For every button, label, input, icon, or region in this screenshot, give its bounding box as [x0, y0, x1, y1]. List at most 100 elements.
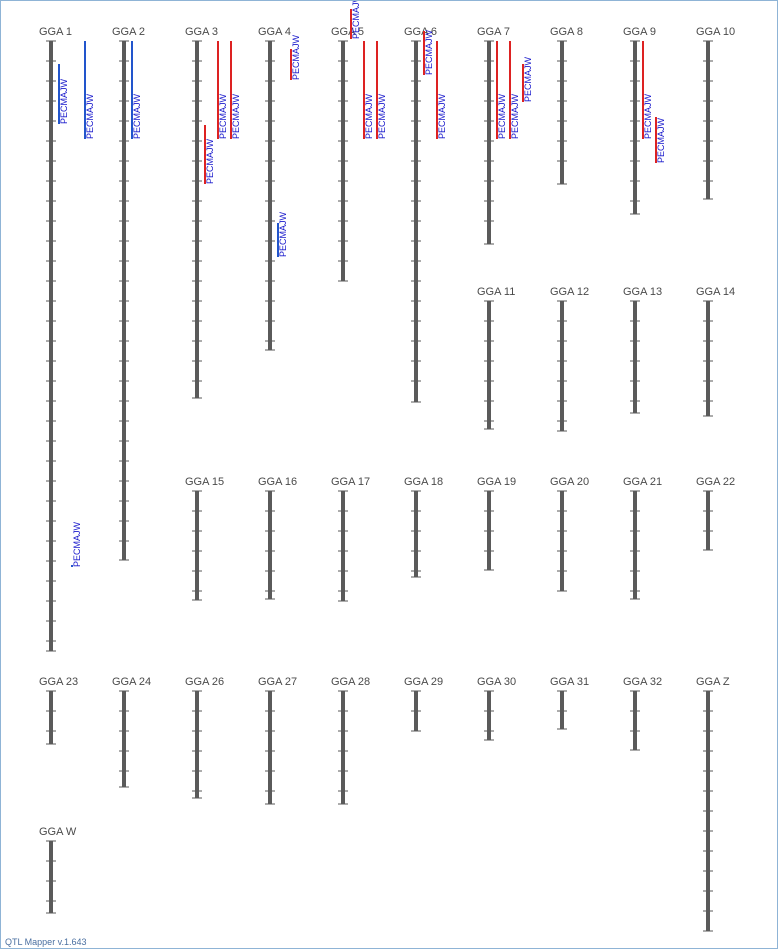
chromosome-label: GGA 29 — [404, 676, 443, 688]
chromosome-gga-24[interactable]: GGA 24 — [112, 676, 151, 788]
chromosome-label: GGA 6 — [404, 26, 437, 38]
chromosome-gga-4[interactable]: GGA 4 — [258, 26, 291, 351]
chromosome-bar — [560, 491, 564, 591]
qtl-label: PECMAJW — [523, 56, 533, 102]
qtl-interval[interactable]: PECMAJW — [655, 117, 666, 163]
qtl-label: PECMAJW — [510, 93, 520, 139]
chromosome-gga-13[interactable]: GGA 13 — [623, 286, 662, 414]
qtl-interval[interactable]: PECMAJW — [376, 41, 387, 139]
qtl-interval[interactable]: PECMAJW — [290, 34, 301, 80]
qtl-label: PECMAJW — [643, 93, 653, 139]
qtl-interval[interactable]: PECMAJW — [350, 1, 361, 39]
chromosome-gga-8[interactable]: GGA 8 — [550, 26, 583, 185]
qtl-interval[interactable]: PECMAJW — [71, 521, 82, 567]
chromosome-gga-10[interactable]: GGA 10 — [696, 26, 735, 200]
chromosome-gga-22[interactable]: GGA 22 — [696, 476, 735, 551]
chromosome-bar — [706, 301, 710, 416]
qtl-interval[interactable]: PECMAJW — [230, 41, 241, 139]
qtl-label: PECMAJW — [437, 93, 447, 139]
chromosome-gga-28[interactable]: GGA 28 — [331, 676, 370, 805]
chromosome-bar — [341, 691, 345, 804]
chromosome-gga-11[interactable]: GGA 11 — [477, 286, 515, 430]
chromosome-gga-9[interactable]: GGA 9 — [623, 26, 656, 215]
qtl-label: PECMAJW — [497, 93, 507, 139]
chromosome-bar — [560, 691, 564, 729]
chromosome-gga-15[interactable]: GGA 15 — [185, 476, 224, 601]
qtl-interval[interactable]: PECMAJW — [217, 41, 228, 139]
qtl-interval[interactable]: PECMAJW — [277, 211, 288, 257]
qtl-interval[interactable]: PECMAJW — [522, 56, 533, 102]
chromosome-bar — [487, 41, 491, 244]
chromosome-label: GGA 2 — [112, 26, 145, 38]
chromosome-bar — [560, 301, 564, 431]
qtl-interval[interactable]: PECMAJW — [363, 41, 374, 139]
qtl-interval[interactable]: PECMAJW — [496, 41, 507, 139]
chromosome-label: GGA 21 — [623, 476, 662, 488]
chromosome-gga-14[interactable]: GGA 14 — [696, 286, 735, 417]
chromosome-gga-20[interactable]: GGA 20 — [550, 476, 589, 592]
chromosome-label: GGA 31 — [550, 676, 589, 688]
chromosome-gga-31[interactable]: GGA 31 — [550, 676, 589, 730]
chromosome-label: GGA 3 — [185, 26, 218, 38]
chromosome-label: GGA 23 — [39, 676, 78, 688]
chromosome-label: GGA 17 — [331, 476, 370, 488]
qtl-interval[interactable]: PECMAJW — [423, 29, 434, 75]
chromosome-label: GGA 1 — [39, 26, 72, 38]
chromosome-gga-26[interactable]: GGA 26 — [185, 676, 224, 799]
chromosome-label: GGA W — [39, 826, 77, 838]
qtl-interval[interactable]: PECMAJW — [84, 41, 95, 139]
qtl-interval[interactable]: PECMAJW — [131, 41, 142, 139]
chromosome-bar — [49, 691, 53, 744]
qtl-label: PECMAJW — [351, 1, 361, 39]
chromosome-gga-19[interactable]: GGA 19 — [477, 476, 516, 571]
chromosome-label: GGA 13 — [623, 286, 662, 298]
chromosome-gga-12[interactable]: GGA 12 — [550, 286, 589, 432]
chromosome-gga-1[interactable]: GGA 1 — [39, 26, 72, 652]
qtl-interval[interactable]: PECMAJW — [642, 41, 653, 139]
chromosome-label: GGA 27 — [258, 676, 297, 688]
qtl-interval[interactable]: PECMAJW — [509, 41, 520, 139]
chromosome-gga-7[interactable]: GGA 7 — [477, 26, 510, 245]
chromosome-label: GGA 24 — [112, 676, 151, 688]
chromosome-label: GGA 14 — [696, 286, 735, 298]
qtl-label: PECMAJW — [72, 521, 82, 567]
qtl-label: PECMAJW — [377, 93, 387, 139]
chromosome-label: GGA 30 — [477, 676, 516, 688]
chromosome-bar — [122, 691, 126, 787]
chromosome-label: GGA 16 — [258, 476, 297, 488]
chromosome-gga-23[interactable]: GGA 23 — [39, 676, 78, 745]
qtl-label: PECMAJW — [231, 93, 241, 139]
chromosome-bar — [195, 41, 199, 398]
chromosome-gga-30[interactable]: GGA 30 — [477, 676, 516, 741]
qtl-label: PECMAJW — [218, 93, 228, 139]
chromosome-label: GGA 19 — [477, 476, 516, 488]
qtl-interval[interactable]: PECMAJW — [204, 125, 215, 184]
chromosome-bar — [487, 301, 491, 429]
chromosome-label: GGA Z — [696, 676, 730, 688]
chromosome-label: GGA 9 — [623, 26, 656, 38]
chromosome-label: GGA 32 — [623, 676, 662, 688]
qtl-interval[interactable]: PECMAJW — [436, 41, 447, 139]
chromosome-gga-27[interactable]: GGA 27 — [258, 676, 297, 805]
qtl-interval[interactable]: PECMAJW — [58, 64, 69, 124]
chromosome-gga-21[interactable]: GGA 21 — [623, 476, 662, 600]
chromosome-label: GGA 10 — [696, 26, 735, 38]
chromosome-bar — [195, 491, 199, 600]
chromosome-label: GGA 26 — [185, 676, 224, 688]
chromosome-gga-w[interactable]: GGA W — [39, 826, 77, 914]
chromosome-gga-16[interactable]: GGA 16 — [258, 476, 297, 600]
chromosome-gga-3[interactable]: GGA 3 — [185, 26, 218, 399]
chromosome-gga-2[interactable]: GGA 2 — [112, 26, 145, 561]
chromosome-gga-5[interactable]: GGA 5 — [331, 26, 364, 282]
chromosome-label: GGA 18 — [404, 476, 443, 488]
chromosome-gga-6[interactable]: GGA 6 — [404, 26, 437, 403]
chromosome-gga-17[interactable]: GGA 17 — [331, 476, 370, 602]
chromosome-bar — [49, 841, 53, 913]
chromosome-gga-32[interactable]: GGA 32 — [623, 676, 662, 751]
chromosome-bar — [268, 691, 272, 804]
chromosome-gga-z[interactable]: GGA Z — [696, 676, 730, 932]
chromosome-gga-29[interactable]: GGA 29 — [404, 676, 443, 732]
chromosome-label: GGA 7 — [477, 26, 510, 38]
chromosome-bar — [560, 41, 564, 184]
chromosome-gga-18[interactable]: GGA 18 — [404, 476, 443, 578]
